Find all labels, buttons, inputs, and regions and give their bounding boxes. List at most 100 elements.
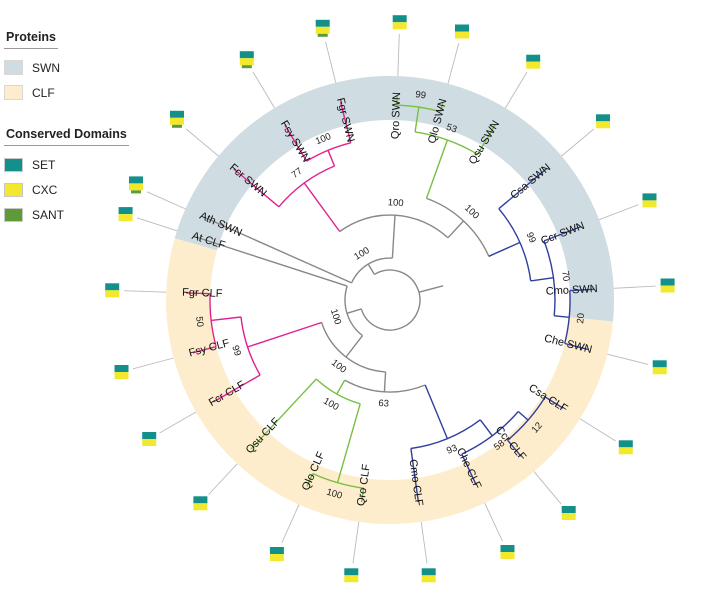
leaf-connector — [598, 204, 639, 221]
branch — [306, 473, 314, 487]
cxc-domain-block — [642, 200, 657, 208]
branch-arc — [414, 131, 478, 155]
set-domain-block — [642, 193, 657, 201]
cxc-swatch — [4, 182, 23, 197]
branch — [424, 384, 449, 439]
branch-arc — [426, 197, 490, 257]
bootstrap-label: 100 — [352, 245, 371, 263]
cxc-domain-block — [596, 121, 610, 129]
set-domain-block — [105, 283, 120, 291]
leaf-label: Qro CLF — [355, 463, 373, 507]
set-domain-block — [118, 207, 133, 215]
legend-set-label: SET — [32, 157, 56, 172]
leaf-label: Fgr CLF — [182, 287, 223, 300]
domains-legend: Conserved Domains SET CXC SANT — [4, 127, 129, 227]
branch-arc — [507, 396, 546, 441]
branch — [476, 124, 496, 155]
branch-arc — [306, 142, 351, 162]
cxc-domain-block — [455, 31, 469, 39]
branch — [367, 263, 375, 275]
cxc-domain-block — [652, 367, 667, 375]
leaf-connector — [533, 471, 562, 505]
domain-marker — [239, 51, 254, 69]
cxc-domain-block — [142, 439, 157, 446]
bootstrap-label: 100 — [325, 487, 343, 502]
branch — [247, 321, 322, 348]
proteins-legend-title: Proteins — [4, 30, 59, 49]
domain-marker — [652, 360, 667, 375]
branch — [498, 168, 547, 210]
bootstrap-label: 58 — [492, 438, 507, 453]
branch — [339, 101, 352, 143]
leaf-connector — [579, 418, 616, 442]
branch — [303, 182, 341, 232]
branch-arc — [543, 240, 556, 316]
sant-domain-block — [131, 190, 141, 194]
cxc-domain-block — [526, 61, 541, 69]
set-domain-block — [596, 114, 610, 122]
branch-arc — [396, 104, 441, 113]
branch — [346, 308, 362, 314]
domain-marker — [105, 283, 120, 298]
set-domain-block — [269, 547, 284, 554]
branches — [186, 96, 594, 503]
leaf-connector — [352, 521, 360, 564]
branch — [410, 448, 420, 503]
legend-sant-label: SANT — [32, 207, 65, 222]
proteins-legend: Proteins SWN CLF — [4, 30, 60, 105]
branch-arc — [350, 257, 393, 284]
branch — [554, 315, 570, 318]
legend-swn-label: SWN — [32, 60, 60, 75]
leaf-connector — [505, 71, 528, 109]
branch-arc — [344, 379, 426, 393]
bootstrap-label: 99 — [229, 344, 243, 357]
set-domain-block — [618, 440, 633, 448]
branch — [336, 403, 361, 483]
domain-marker — [561, 506, 576, 520]
leaf-connector — [325, 41, 337, 83]
legend-swn: SWN — [4, 55, 60, 80]
set-domain-block — [344, 568, 359, 576]
branch-arc — [339, 214, 449, 239]
branch — [212, 374, 261, 403]
branch-arc — [320, 322, 386, 373]
domain-marker — [269, 547, 284, 561]
leaf-label: Cmo SWN — [545, 283, 598, 298]
branch — [507, 439, 522, 457]
root-arc — [360, 269, 421, 331]
set-domain-block — [660, 278, 675, 286]
cxc-domain-block — [660, 285, 675, 293]
domain-marker — [114, 365, 129, 379]
branch-arc — [209, 293, 217, 347]
set-domain-block — [392, 15, 407, 23]
cxc-domain-block — [114, 372, 129, 379]
sant-domain-block — [172, 124, 182, 128]
leaf-connector — [146, 191, 186, 210]
bootstrap-label: 100 — [321, 396, 340, 413]
set-swatch — [4, 157, 23, 172]
domain-marker — [421, 568, 436, 583]
domain-markers — [105, 15, 675, 583]
cxc-domain-block — [129, 183, 143, 191]
sant-domain-block — [317, 33, 328, 37]
branch — [517, 410, 529, 421]
cxc-domain-block — [269, 554, 284, 561]
cxc-domain-block — [315, 26, 330, 34]
branch — [479, 419, 493, 437]
branch — [186, 292, 211, 295]
branch — [345, 335, 364, 358]
branch — [544, 396, 564, 409]
set-domain-block — [129, 176, 143, 184]
clf-band — [166, 238, 613, 525]
branch — [284, 124, 308, 162]
branch — [530, 277, 554, 282]
leaf-connector — [159, 411, 197, 434]
leaf-connector — [124, 290, 167, 293]
set-domain-block — [193, 496, 208, 504]
branch — [360, 488, 365, 503]
bootstrap-label: 100 — [387, 197, 403, 209]
domain-marker — [344, 568, 359, 583]
swn-band — [174, 76, 615, 322]
